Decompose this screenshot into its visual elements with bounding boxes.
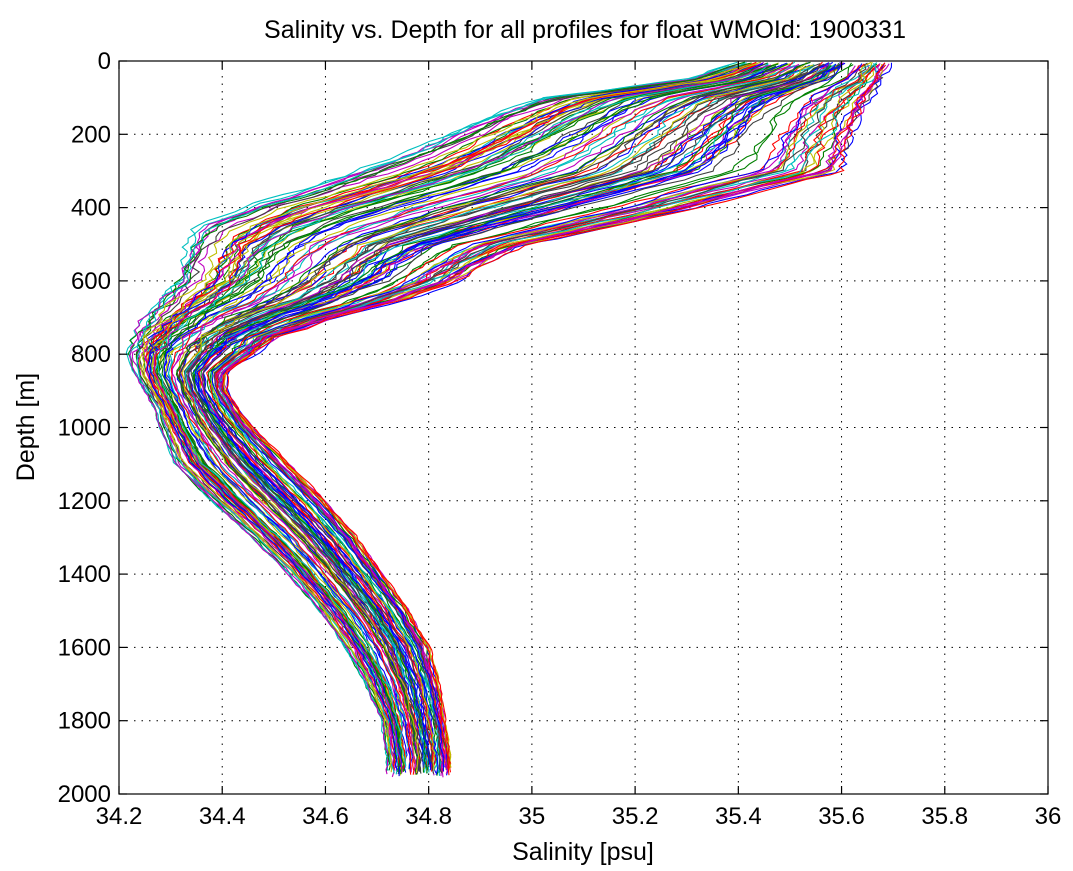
profile-line bbox=[191, 64, 832, 774]
profile-line bbox=[185, 65, 814, 766]
profile-line bbox=[193, 64, 841, 773]
profile-line bbox=[219, 63, 885, 772]
profile-line bbox=[156, 63, 769, 768]
axis-ticks bbox=[118, 60, 1049, 795]
profile-line bbox=[210, 61, 872, 771]
profile-line bbox=[196, 63, 837, 768]
profile-line bbox=[214, 65, 860, 770]
profile-line bbox=[184, 64, 815, 773]
profile-line bbox=[181, 64, 814, 774]
profile-line bbox=[190, 66, 821, 766]
profile-line bbox=[207, 64, 854, 773]
y-tick-label: 1200 bbox=[58, 488, 111, 515]
profile-line bbox=[211, 63, 863, 768]
plot-area-frame bbox=[118, 60, 1049, 795]
y-tick-label: 800 bbox=[71, 341, 111, 368]
profile-line bbox=[156, 63, 779, 772]
profile-line bbox=[226, 62, 893, 776]
x-tick-label: 34.4 bbox=[199, 803, 246, 830]
profile-line bbox=[201, 62, 844, 776]
profile-line bbox=[221, 62, 886, 776]
profile-line bbox=[171, 65, 791, 774]
profile-line bbox=[167, 61, 796, 766]
x-tick-label: 36 bbox=[1035, 803, 1062, 830]
x-tick-labels: 34.2 34.4 34.6 34.8 35 35.2 35.4 35.6 35.8 36 bbox=[96, 803, 1062, 830]
profile-lines bbox=[125, 61, 893, 778]
y-tick-label: 2000 bbox=[58, 781, 111, 808]
profile-line bbox=[209, 62, 852, 772]
x-tick-label: 34.8 bbox=[405, 803, 452, 830]
profile-line bbox=[176, 62, 807, 775]
profile-line bbox=[201, 62, 842, 775]
profile-line bbox=[214, 64, 867, 774]
profile-line bbox=[194, 63, 836, 773]
profile-line bbox=[194, 65, 838, 770]
y-tick-label: 1400 bbox=[58, 561, 111, 588]
profile-line bbox=[192, 66, 819, 771]
profile-line bbox=[202, 65, 842, 774]
profile-line bbox=[197, 62, 831, 772]
profile-line bbox=[171, 63, 800, 773]
profile-line bbox=[187, 65, 830, 774]
profile-line bbox=[170, 61, 794, 775]
y-tick-label: 1800 bbox=[58, 708, 111, 735]
profile-line bbox=[153, 64, 772, 774]
profile-line bbox=[152, 63, 767, 768]
profile-line bbox=[129, 65, 735, 775]
y-tick-label: 1000 bbox=[58, 415, 111, 442]
profile-line bbox=[197, 63, 831, 768]
profile-line bbox=[163, 62, 788, 772]
x-tick-label: 34.6 bbox=[302, 803, 349, 830]
y-tick-labels: 0 200 400 600 800 1000 1200 1400 1600 1800 2000 bbox=[58, 48, 111, 808]
x-tick-label: 35.2 bbox=[612, 803, 659, 830]
profile-line bbox=[175, 61, 811, 775]
y-tick-label: 600 bbox=[71, 268, 111, 295]
profile-line bbox=[152, 63, 776, 769]
x-tick-label: 35 bbox=[519, 803, 546, 830]
profile-line bbox=[179, 64, 811, 769]
y-axis-label: Depth [m] bbox=[12, 373, 40, 481]
profile-line bbox=[225, 64, 887, 769]
y-tick-label: 200 bbox=[71, 121, 111, 148]
x-tick-label: 35.6 bbox=[818, 803, 865, 830]
x-axis-label: Salinity [psu] bbox=[512, 838, 654, 866]
chart-title: Salinity vs. Depth for all profiles for … bbox=[264, 16, 906, 44]
profile-line bbox=[178, 66, 801, 771]
profile-line bbox=[163, 64, 783, 773]
profile-line bbox=[179, 65, 807, 775]
profile-line bbox=[167, 64, 795, 770]
profile-line bbox=[176, 63, 804, 773]
y-tick-label: 1600 bbox=[58, 634, 111, 661]
y-tick-label: 0 bbox=[98, 48, 111, 75]
x-tick-label: 35.4 bbox=[715, 803, 762, 830]
profile-line bbox=[200, 63, 840, 776]
y-tick-label: 400 bbox=[71, 195, 111, 222]
x-tick-label: 35.8 bbox=[921, 803, 968, 830]
profile-line bbox=[136, 64, 730, 774]
profile-line bbox=[191, 62, 831, 767]
profile-line bbox=[141, 63, 758, 768]
profile-line bbox=[220, 64, 882, 778]
profile-line bbox=[129, 61, 747, 771]
profile-line bbox=[219, 63, 881, 776]
profile-line bbox=[138, 63, 748, 768]
grid-lines bbox=[119, 61, 1048, 794]
x-tick-label: 34.2 bbox=[96, 803, 143, 830]
